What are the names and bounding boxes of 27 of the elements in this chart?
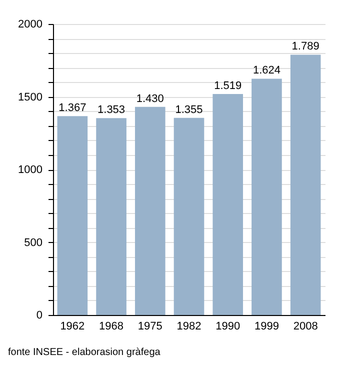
data-label: 1.430: [136, 92, 164, 105]
data-label: 1.624: [252, 64, 280, 77]
source-note: fonte INSEE - elaborasion gràfega: [8, 347, 161, 358]
x-tick-label: 1982: [176, 320, 202, 332]
x-tick-label: 2008: [293, 320, 318, 332]
x-tick-label: 1968: [99, 320, 124, 332]
x-tick-label: 1975: [138, 320, 162, 332]
data-label: 1.355: [175, 104, 203, 116]
y-tick-label: 0: [36, 310, 42, 322]
data-label: 1.789: [292, 40, 320, 53]
y-tick-label: 1500: [18, 91, 42, 104]
x-tick-label: 1999: [254, 320, 279, 332]
y-tick-label: 2000: [18, 18, 42, 30]
data-label: 1.519: [214, 80, 242, 92]
y-tick-label: 1000: [18, 164, 42, 176]
data-label: 1.367: [58, 102, 86, 114]
bar: [212, 94, 244, 315]
x-tick-label: 1990: [216, 320, 240, 332]
bar: [252, 78, 282, 315]
bar: [174, 118, 204, 315]
bar: [134, 106, 166, 315]
data-label: 1.353: [98, 104, 126, 116]
y-tick-label: 500: [24, 236, 42, 249]
bar: [96, 118, 126, 315]
bar: [290, 54, 321, 315]
x-tick-label: 1962: [60, 320, 85, 332]
bar: [57, 116, 88, 315]
